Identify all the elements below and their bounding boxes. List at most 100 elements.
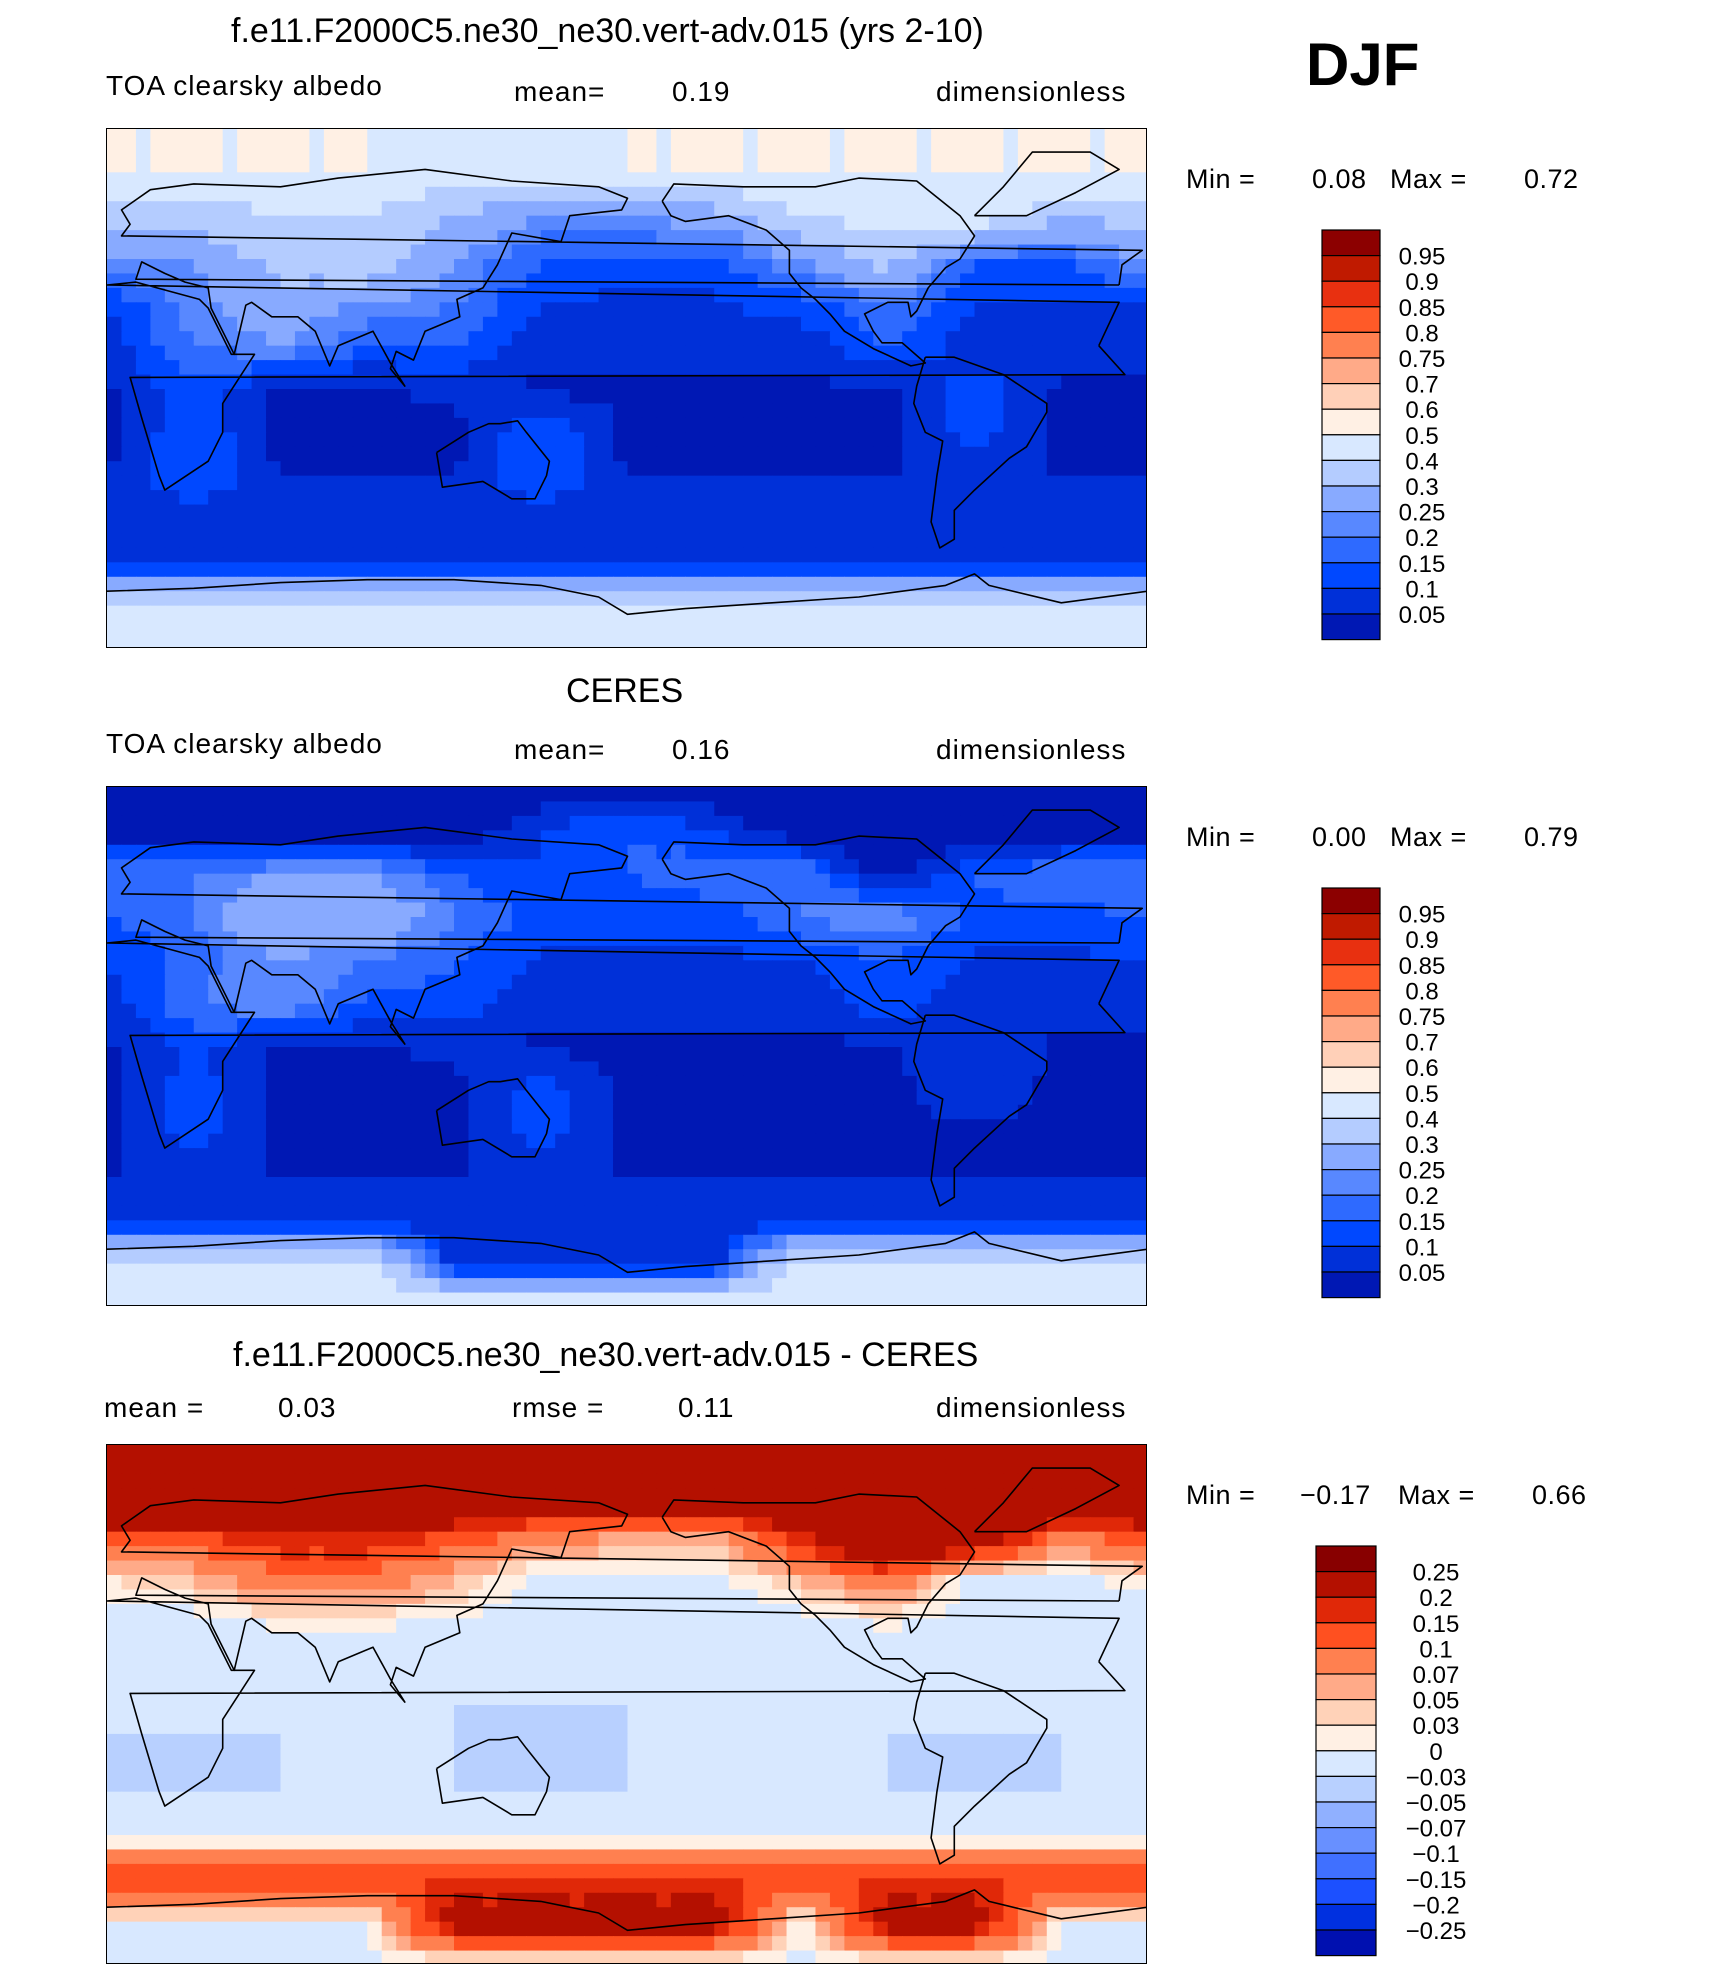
contour-cell <box>699 316 715 332</box>
contour-cell <box>584 1075 600 1091</box>
contour-cell <box>743 576 759 592</box>
contour-cell <box>844 960 860 976</box>
contour-cell <box>815 302 831 318</box>
contour-cell <box>670 591 686 607</box>
contour-cell <box>569 360 585 376</box>
contour-cell <box>454 1220 470 1236</box>
contour-cell <box>1104 1061 1120 1077</box>
contour-cell <box>526 374 542 390</box>
contour-cell <box>309 815 325 831</box>
contour-cell <box>193 432 209 448</box>
contour-cell <box>454 143 470 159</box>
contour-cell <box>902 475 918 491</box>
contour-cell <box>482 1061 498 1077</box>
contour-cell <box>482 244 498 260</box>
contour-cell <box>266 989 282 1005</box>
contour-cell <box>627 1191 643 1207</box>
contour-cell <box>266 960 282 976</box>
contour-cell <box>960 1003 976 1019</box>
contour-cell <box>931 345 947 361</box>
contour-cell <box>613 1119 629 1135</box>
contour-cell <box>164 801 180 817</box>
contour-cell <box>844 888 860 904</box>
contour-cell <box>381 417 397 433</box>
contour-cell <box>121 519 137 535</box>
contour-cell <box>757 287 773 303</box>
contour-cell <box>873 1191 889 1207</box>
contour-cell <box>309 576 325 592</box>
contour-cell <box>381 888 397 904</box>
contour-cell <box>338 519 354 535</box>
contour-cell <box>1090 1148 1106 1164</box>
contour-cell <box>584 1191 600 1207</box>
contour-cell <box>1032 215 1048 231</box>
contour-cell <box>237 1119 253 1135</box>
contour-cell <box>974 273 990 289</box>
contour-cell <box>569 417 585 433</box>
contour-cell <box>193 345 209 361</box>
contour-cell <box>193 490 209 506</box>
contour-cell <box>323 1148 339 1164</box>
contour-cell <box>251 787 267 803</box>
contour-cell <box>454 389 470 405</box>
contour-cell <box>439 143 455 159</box>
contour-cell <box>829 945 845 961</box>
contour-cell <box>858 1133 874 1149</box>
contour-cell <box>454 215 470 231</box>
contour-cell <box>555 360 571 376</box>
contour-cell <box>454 974 470 990</box>
contour-cell <box>1104 1148 1120 1164</box>
contour-cell <box>367 591 383 607</box>
contour-cell <box>1090 547 1106 563</box>
contour-cell <box>222 403 238 419</box>
contour-cell <box>294 605 311 621</box>
contour-cell <box>208 873 224 889</box>
contour-cell <box>916 562 932 578</box>
contour-cell <box>974 1177 990 1193</box>
contour-cell <box>1133 143 1146 159</box>
contour-cell <box>1090 201 1106 217</box>
contour-cell <box>598 1220 614 1236</box>
contour-cell <box>1104 801 1120 817</box>
contour-cell <box>743 446 759 462</box>
contour-cell <box>396 562 412 578</box>
contour-cell <box>772 1003 788 1019</box>
contour-cell <box>511 345 527 361</box>
contour-cell <box>772 172 788 188</box>
contour-cell <box>121 1047 137 1063</box>
contour-cell <box>454 403 470 419</box>
contour-cell <box>280 989 296 1005</box>
contour-cell <box>613 490 629 506</box>
contour-cell <box>323 461 339 477</box>
contour-cell <box>974 259 990 275</box>
contour-cell <box>367 201 383 217</box>
contour-cell <box>511 302 527 318</box>
contour-cell <box>251 374 267 390</box>
contour-cell <box>627 974 643 990</box>
contour-cell <box>338 475 354 491</box>
contour-cell <box>772 1205 788 1221</box>
contour-cell <box>858 287 874 303</box>
contour-cell <box>960 316 976 332</box>
contour-cell <box>757 931 773 947</box>
contour-cell <box>511 374 527 390</box>
contour-cell <box>1133 1090 1146 1106</box>
contour-cell <box>584 1032 600 1048</box>
contour-cell <box>482 345 498 361</box>
contour-cell <box>1017 974 1033 990</box>
contour-cell <box>150 1047 166 1063</box>
contour-cell <box>613 360 629 376</box>
contour-cell <box>237 815 253 831</box>
contour-cell <box>1075 1090 1091 1106</box>
contour-cell <box>352 591 368 607</box>
contour-cell <box>1104 1032 1120 1048</box>
contour-cell <box>266 787 282 803</box>
contour-cell <box>801 490 817 506</box>
contour-cell <box>164 230 180 246</box>
contour-cell <box>1061 634 1077 647</box>
contour-cell <box>858 591 874 607</box>
contour-cell <box>193 974 209 990</box>
contour-cell <box>251 1104 267 1120</box>
contour-cell <box>685 417 701 433</box>
contour-cell <box>367 143 383 159</box>
